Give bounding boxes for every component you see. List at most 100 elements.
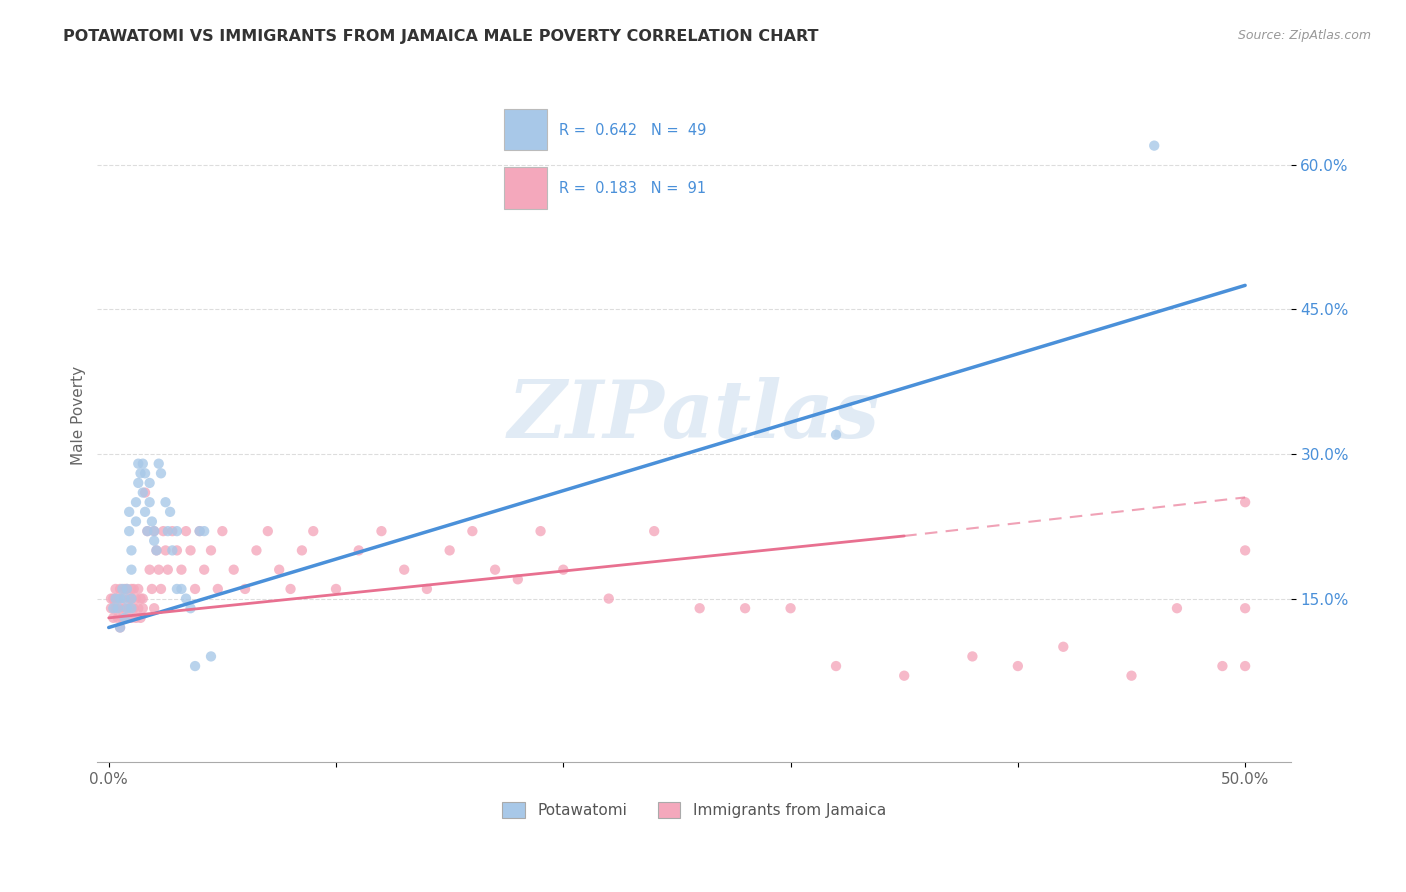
Point bbox=[779, 601, 801, 615]
Point bbox=[291, 543, 314, 558]
Point bbox=[1234, 543, 1257, 558]
Point bbox=[132, 591, 155, 606]
Point bbox=[145, 543, 167, 558]
Point bbox=[325, 582, 347, 596]
Point bbox=[141, 582, 163, 596]
Point bbox=[108, 601, 131, 615]
Point bbox=[170, 563, 193, 577]
Point bbox=[461, 524, 484, 538]
Point bbox=[1234, 495, 1257, 509]
Point bbox=[150, 467, 173, 481]
Point bbox=[108, 582, 131, 596]
Point bbox=[145, 543, 167, 558]
Point bbox=[598, 591, 620, 606]
Point bbox=[1166, 601, 1188, 615]
Point bbox=[529, 524, 551, 538]
Point bbox=[134, 485, 156, 500]
Point bbox=[256, 524, 278, 538]
Point bbox=[122, 601, 145, 615]
Point bbox=[127, 601, 149, 615]
Point bbox=[129, 611, 152, 625]
Point bbox=[162, 543, 184, 558]
Point bbox=[108, 620, 131, 634]
Point bbox=[120, 563, 142, 577]
Point bbox=[156, 524, 179, 538]
Point bbox=[129, 591, 152, 606]
Point bbox=[104, 591, 127, 606]
Point bbox=[107, 591, 129, 606]
Point bbox=[104, 582, 127, 596]
Point bbox=[100, 601, 122, 615]
Point bbox=[1234, 659, 1257, 673]
Point bbox=[166, 582, 188, 596]
Point bbox=[962, 649, 984, 664]
Point bbox=[170, 582, 193, 596]
Point bbox=[207, 582, 229, 596]
Point bbox=[143, 524, 166, 538]
Point bbox=[111, 582, 134, 596]
Point bbox=[222, 563, 245, 577]
Point bbox=[114, 611, 136, 625]
Point bbox=[148, 563, 170, 577]
Point bbox=[107, 611, 129, 625]
Point bbox=[118, 524, 141, 538]
Point bbox=[1234, 601, 1257, 615]
Point bbox=[1211, 659, 1233, 673]
Point bbox=[506, 572, 529, 586]
Point bbox=[132, 457, 155, 471]
Point bbox=[115, 601, 138, 615]
Point bbox=[103, 611, 125, 625]
Point bbox=[150, 582, 173, 596]
Point bbox=[159, 505, 181, 519]
Point bbox=[148, 457, 170, 471]
Point bbox=[553, 563, 575, 577]
Point bbox=[136, 524, 159, 538]
Point bbox=[127, 475, 149, 490]
Point bbox=[138, 495, 160, 509]
Point bbox=[120, 591, 142, 606]
Point bbox=[1007, 659, 1029, 673]
Point bbox=[143, 601, 166, 615]
Point bbox=[143, 524, 166, 538]
Point bbox=[114, 601, 136, 615]
Point bbox=[188, 524, 211, 538]
Point bbox=[122, 582, 145, 596]
Text: ZIPatlas: ZIPatlas bbox=[508, 376, 880, 454]
Point bbox=[118, 601, 141, 615]
Point bbox=[125, 611, 148, 625]
Point bbox=[184, 659, 207, 673]
Point bbox=[1121, 669, 1143, 683]
Point bbox=[125, 495, 148, 509]
Point bbox=[302, 524, 325, 538]
Point bbox=[825, 427, 848, 442]
Point bbox=[416, 582, 439, 596]
Point bbox=[643, 524, 665, 538]
Text: POTAWATOMI VS IMMIGRANTS FROM JAMAICA MALE POVERTY CORRELATION CHART: POTAWATOMI VS IMMIGRANTS FROM JAMAICA MA… bbox=[63, 29, 818, 44]
Point bbox=[120, 582, 142, 596]
Point bbox=[484, 563, 506, 577]
Point bbox=[115, 582, 138, 596]
Point bbox=[118, 591, 141, 606]
Point bbox=[188, 524, 211, 538]
Point bbox=[1052, 640, 1074, 654]
Text: Source: ZipAtlas.com: Source: ZipAtlas.com bbox=[1237, 29, 1371, 42]
Point bbox=[233, 582, 256, 596]
Point bbox=[1143, 138, 1166, 153]
Point bbox=[134, 505, 156, 519]
Point bbox=[174, 524, 197, 538]
Point bbox=[120, 611, 142, 625]
Point bbox=[193, 563, 215, 577]
Point bbox=[166, 524, 188, 538]
Point bbox=[120, 543, 142, 558]
Point bbox=[893, 669, 915, 683]
Point bbox=[129, 467, 152, 481]
Point bbox=[689, 601, 711, 615]
Point bbox=[143, 533, 166, 548]
Point bbox=[114, 582, 136, 596]
Point bbox=[115, 611, 138, 625]
Point bbox=[152, 524, 174, 538]
Point bbox=[347, 543, 370, 558]
Point bbox=[108, 620, 131, 634]
Point bbox=[200, 543, 222, 558]
Point bbox=[138, 563, 160, 577]
